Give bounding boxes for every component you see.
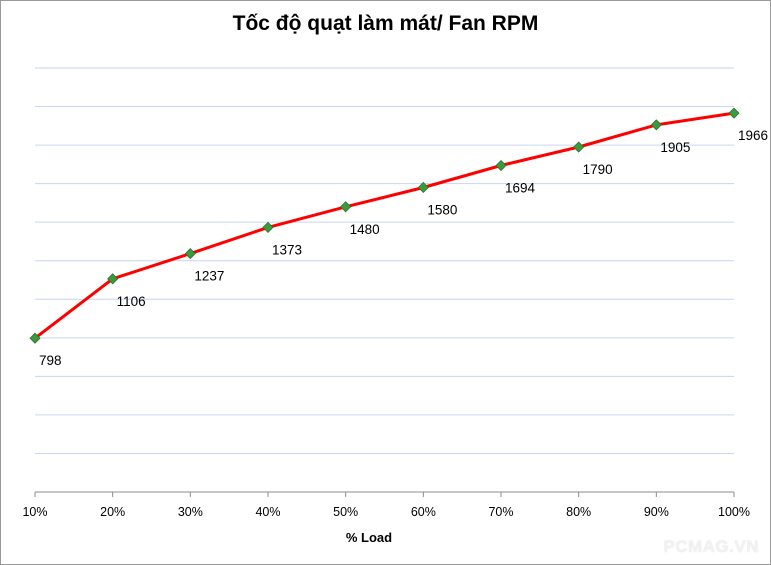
x-tick-label: 80% (566, 505, 591, 519)
gridlines (35, 67, 734, 454)
data-label: 1480 (350, 222, 380, 237)
data-label: 798 (39, 353, 62, 368)
data-label: 1237 (194, 269, 224, 284)
data-label: 1905 (660, 140, 690, 155)
data-point (650, 119, 662, 131)
series-line-layer (34, 111, 735, 340)
data-point (184, 248, 196, 260)
x-axis: 10% 20% 30% 40% 50% 60% 70% 80% 90% 100% (22, 491, 750, 519)
x-tick-label: 100% (718, 505, 750, 519)
data-point (340, 201, 352, 213)
data-point (417, 181, 429, 194)
data-label: 1790 (583, 162, 613, 177)
data-point (29, 332, 41, 344)
data-label: 1694 (505, 181, 536, 196)
data-point (495, 159, 507, 172)
data-point (573, 141, 585, 153)
x-tick-label: 50% (333, 505, 358, 519)
data-label: 1373 (272, 242, 302, 257)
data-labels: 798 1106 1237 1373 1480 1580 1694 1790 1905 1966 (39, 128, 768, 368)
x-axis-title: % Load (346, 530, 392, 545)
x-tick-label: 10% (22, 505, 47, 519)
x-tick-label: 90% (644, 505, 669, 519)
data-point (107, 273, 119, 285)
series-markers (29, 107, 740, 344)
x-tick-label: 40% (255, 505, 280, 519)
x-tick-label: 30% (178, 505, 203, 519)
data-label: 1580 (427, 202, 457, 217)
x-tick-label: 60% (411, 505, 436, 519)
x-tick-label: 70% (488, 505, 513, 519)
chart-title: Tốc độ quạt làm mát/ Fan RPM (232, 12, 539, 35)
data-point (262, 221, 274, 233)
data-label: 1106 (117, 294, 146, 309)
series-line (34, 111, 735, 340)
data-point (728, 107, 740, 119)
data-label: 1966 (738, 128, 768, 143)
watermark: PCMAG.VN (663, 537, 759, 556)
x-tick-label: 20% (100, 505, 125, 519)
